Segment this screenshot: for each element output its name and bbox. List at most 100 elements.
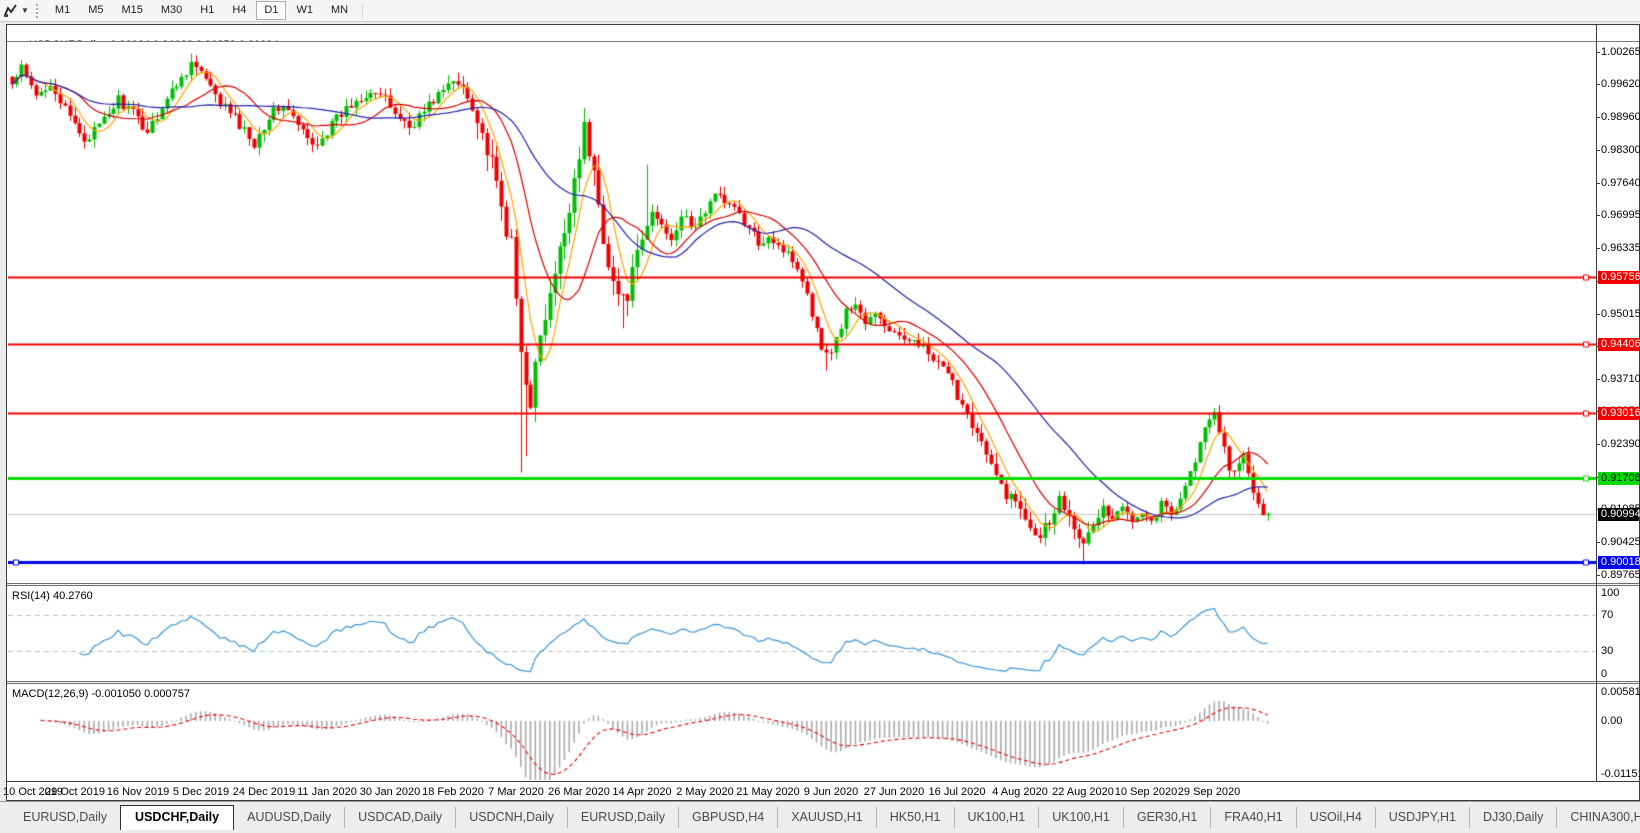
- macd-indicator-label: MACD(12,26,9) -0.001050 0.000757: [12, 688, 190, 700]
- price-axis-tick: [1596, 52, 1600, 53]
- timeframe-button-m5[interactable]: M5: [80, 1, 111, 20]
- symbol-tab-audusd-daily[interactable]: AUDUSD,Daily: [247, 810, 332, 824]
- date-tick-label: 29 Oct 2019: [45, 786, 105, 798]
- chart-line-tool-icon: [4, 4, 17, 17]
- symbol-tab-hk50-h1[interactable]: HK50,H1: [875, 807, 954, 828]
- date-tick-label: 21 May 2020: [736, 786, 800, 798]
- price-line-label: 0.90994: [1598, 508, 1640, 521]
- price-tick-label: 0.96995: [1601, 209, 1640, 221]
- rsi-axis-label: 30: [1601, 645, 1614, 657]
- header-divider: [7, 41, 1639, 42]
- symbol-tab-bar: EURUSD,Daily USDCHF,Daily AUDUSD,Daily USDC…: [0, 801, 1640, 833]
- timeframe-button-m1[interactable]: M1: [47, 1, 78, 20]
- symbol-tab-usdjpy-h1[interactable]: USDJPY,H1: [1374, 807, 1469, 828]
- date-tick-label: 9 Jun 2020: [803, 786, 859, 798]
- price-axis-divider: [1596, 25, 1597, 800]
- price-tick-label: 1.00265: [1601, 46, 1640, 58]
- date-tick-label: 16 Nov 2019: [106, 786, 170, 798]
- symbol-tab-fra40-h1[interactable]: FRA40,H1: [1210, 807, 1295, 828]
- timeframe-button-w1[interactable]: W1: [288, 1, 321, 20]
- price-tick-label: 0.98300: [1601, 144, 1640, 156]
- symbol-tab-eurusd-daily[interactable]: EURUSD,Daily: [23, 810, 108, 824]
- rsi-value: 40.2760: [52, 590, 93, 602]
- price-line-label: 0.94406: [1598, 338, 1640, 351]
- price-axis-tick: [1596, 379, 1600, 380]
- rsi-axis-label: 70: [1601, 609, 1614, 621]
- rsi-axis-label: 0: [1601, 668, 1608, 680]
- date-tick-label: 29 Sep 2020: [1177, 786, 1241, 798]
- panel-splitter-rsi[interactable]: [7, 583, 1639, 586]
- toolbar-grip-handle[interactable]: [35, 3, 40, 18]
- date-tick-label: 18 Feb 2020: [422, 786, 484, 798]
- price-axis-tick: [1596, 84, 1600, 85]
- timeframe-button-m15[interactable]: M15: [113, 1, 150, 20]
- top-toolbar: ▼ M1 M5 M15 M30 H1 H4 D1 W1 MN: [0, 0, 1640, 22]
- symbol-tab-usdcnh-daily[interactable]: USDCNH,Daily: [455, 807, 567, 828]
- date-tick-label: 10 Oct 2019: [3, 786, 63, 798]
- date-tick-label: 26 Mar 2020: [548, 786, 610, 798]
- symbol-tab-ger30-h1[interactable]: GER30,H1: [1122, 807, 1210, 828]
- price-tick-label: 0.90425: [1601, 536, 1640, 548]
- time-axis[interactable]: 10 Oct 2019 29 Oct 2019 16 Nov 2019 5 Dec 2…: [3, 782, 1597, 800]
- symbol-tab-xauusd-h1[interactable]: XAUUSD,H1: [777, 807, 876, 828]
- date-tick-label: 16 Jul 2020: [928, 786, 986, 798]
- rsi-indicator-label: RSI(14) 40.2760: [12, 590, 93, 602]
- macd-axis-label: -0.011514: [1601, 768, 1640, 780]
- timeframe-button-d1[interactable]: D1: [256, 1, 287, 20]
- chart-title-bar: ▼USDCHF,Daily 0.90964 0.91022 0.90852 0.…: [10, 27, 278, 51]
- date-tick-label: 7 Mar 2020: [488, 786, 544, 798]
- macd-signal-value: 0.000757: [144, 688, 190, 700]
- price-line-label: 0.93016: [1598, 407, 1640, 420]
- symbol-tab-eurusd-daily[interactable]: EURUSD,Daily: [566, 807, 678, 828]
- symbol-tab-usdchf-daily[interactable]: USDCHF,Daily: [120, 805, 235, 830]
- price-tick-label: 0.89765: [1601, 569, 1640, 581]
- macd-main-value: -0.001050: [91, 688, 142, 700]
- symbol-tab-uk100-h1[interactable]: UK100,H1: [1038, 807, 1123, 828]
- macd-axis-label: 0.00: [1601, 715, 1623, 727]
- price-axis-tick: [1596, 248, 1600, 249]
- symbol-tab-usdcad-daily[interactable]: USDCAD,Daily: [344, 807, 455, 828]
- price-tick-label: 0.97640: [1601, 177, 1640, 189]
- price-axis-tick: [1596, 215, 1600, 216]
- chevron-down-icon[interactable]: ▼: [21, 6, 29, 15]
- price-axis-tick: [1596, 444, 1600, 445]
- timeframe-button-h4[interactable]: H4: [224, 1, 254, 20]
- price-axis-tick: [1596, 542, 1600, 543]
- price-tick-label: 0.98960: [1601, 111, 1640, 123]
- symbol-tab-usoil-h4[interactable]: USOil,H4: [1295, 807, 1375, 828]
- symbol-tab-dj30-daily[interactable]: DJ30,Daily: [1468, 807, 1556, 828]
- date-tick-label: 5 Dec 2019: [172, 786, 230, 798]
- date-tick-label: 4 Aug 2020: [992, 786, 1048, 798]
- timeframe-button-m30[interactable]: M30: [153, 1, 190, 20]
- date-tick-label: 22 Aug 2020: [1052, 786, 1114, 798]
- rsi-panel-canvas[interactable]: [8, 586, 1596, 680]
- symbol-tab-uk100-h1[interactable]: UK100,H1: [953, 807, 1039, 828]
- date-tick-label: 2 May 2020: [676, 786, 734, 798]
- price-tick-label: 0.93710: [1601, 373, 1640, 385]
- macd-axis-label: 0.005818: [1601, 686, 1640, 698]
- price-tick-label: 0.92390: [1601, 438, 1640, 450]
- price-axis-tick: [1596, 150, 1600, 151]
- price-tick-label: 0.96335: [1601, 242, 1640, 254]
- price-axis-tick: [1596, 117, 1600, 118]
- macd-panel-canvas[interactable]: [8, 684, 1596, 780]
- chart-tool-button[interactable]: ▼: [3, 3, 32, 18]
- symbol-tab-gbpusd-h4[interactable]: GBPUSD,H4: [677, 807, 777, 828]
- price-chart-canvas[interactable]: [8, 42, 1596, 583]
- timeframe-button-h1[interactable]: H1: [192, 1, 222, 20]
- date-tick-label: 30 Jan 2020: [359, 786, 421, 798]
- symbol-tab-china300-h1[interactable]: CHINA300,H1: [1556, 807, 1640, 828]
- price-tick-label: 0.99620: [1601, 78, 1640, 90]
- price-line-label: 0.95756: [1598, 271, 1640, 284]
- price-axis-tick: [1596, 575, 1600, 576]
- date-tick-label: 27 Jun 2020: [863, 786, 925, 798]
- price-axis-tick: [1596, 183, 1600, 184]
- panel-splitter-macd[interactable]: [7, 681, 1639, 684]
- symbol-tabs: EURUSD,Daily USDCHF,Daily AUDUSD,Daily USDC…: [10, 805, 1640, 830]
- timeframe-button-mn[interactable]: MN: [323, 1, 356, 20]
- toolbar-separator: [362, 3, 364, 18]
- price-axis-tick: [1596, 314, 1600, 315]
- date-tick-label: 24 Dec 2019: [232, 786, 296, 798]
- date-tick-label: 10 Sep 2020: [1114, 786, 1178, 798]
- price-tick-label: 0.95015: [1601, 308, 1640, 320]
